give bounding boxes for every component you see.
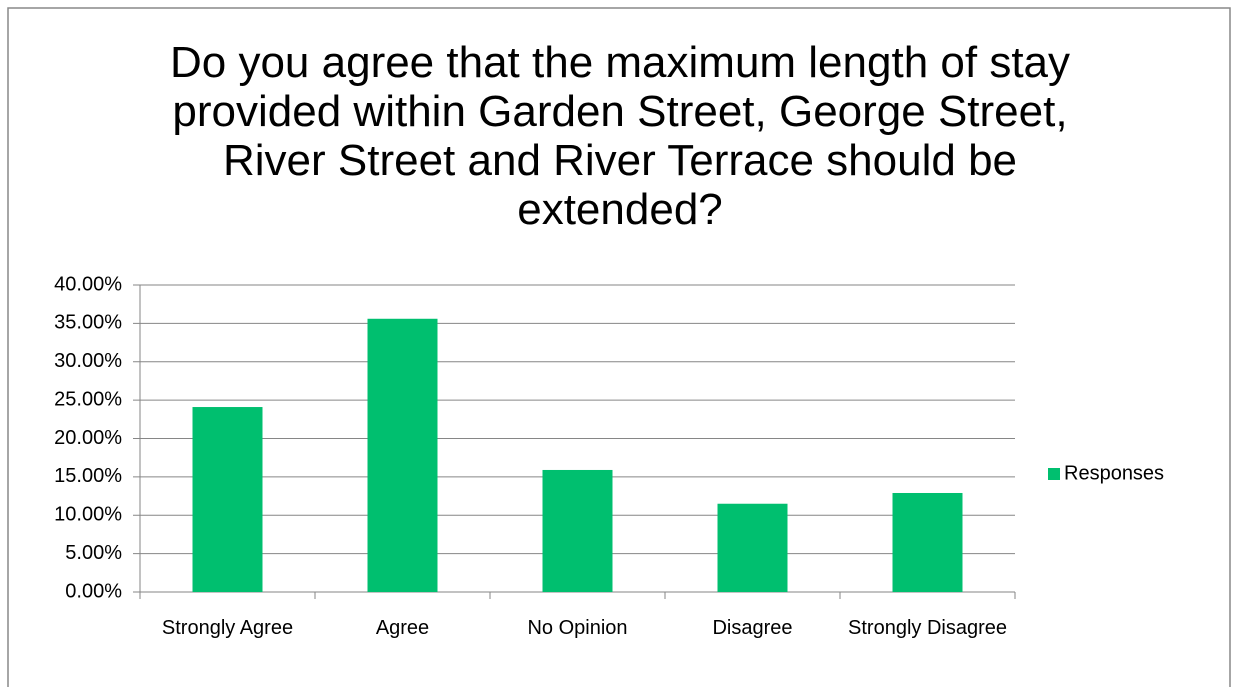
legend-swatch — [1048, 468, 1060, 480]
chart-border — [7, 7, 1231, 687]
y-tick-label: 25.00% — [54, 388, 122, 410]
bar — [717, 503, 788, 592]
y-tick-label: 0.00% — [65, 580, 122, 602]
x-tick-label: No Opinion — [527, 617, 628, 639]
y-tick-label: 35.00% — [54, 312, 122, 334]
y-tick-label: 15.00% — [54, 465, 122, 487]
y-tick-label: 10.00% — [54, 504, 122, 526]
x-tick-label: Disagree — [712, 617, 793, 639]
y-tick-label: 30.00% — [54, 350, 122, 372]
x-tick-label: Strongly Agree — [161, 617, 294, 639]
chart-title: Do you agree that the maximum length of … — [169, 38, 1071, 234]
x-tick-label: Strongly Disagree — [848, 617, 1007, 639]
bar — [542, 469, 613, 592]
legend-label: Responses — [1064, 462, 1164, 484]
x-tick-label: Agree — [375, 617, 430, 639]
bar — [192, 407, 263, 592]
y-tick-label: 40.00% — [54, 273, 122, 295]
y-tick-label: 20.00% — [54, 427, 122, 449]
bar — [892, 492, 963, 592]
y-tick-label: 5.00% — [65, 542, 122, 564]
bar — [367, 318, 438, 592]
